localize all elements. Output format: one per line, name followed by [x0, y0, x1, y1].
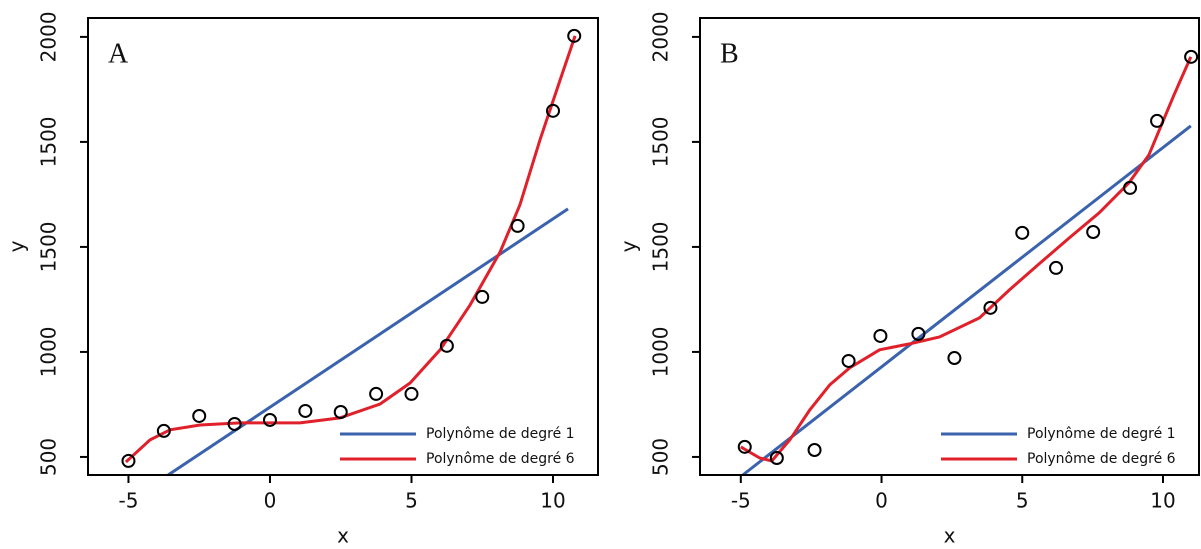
data-point — [947, 351, 962, 366]
x-axis-label: x — [944, 524, 956, 548]
data-point — [439, 338, 454, 353]
plot-frame — [699, 17, 1200, 476]
data-point — [1184, 49, 1199, 64]
y-tick-label: 2000 — [37, 11, 61, 62]
data-point — [1150, 113, 1165, 128]
y-tick-label: 1500 — [649, 116, 673, 167]
y-tick-label: 1500 — [649, 221, 673, 272]
legend-label: Polynôme de degré 6 — [426, 451, 575, 467]
fit-line — [740, 56, 1193, 463]
fit-line — [124, 35, 577, 464]
data-point — [404, 386, 419, 401]
data-point — [567, 28, 582, 43]
legend-label: Polynôme de degré 6 — [1027, 451, 1176, 467]
panel-label: A — [108, 38, 129, 69]
y-tick-label: 2000 — [649, 11, 673, 62]
plot-frame — [87, 17, 599, 476]
legend-label: Polynôme de degré 1 — [426, 426, 575, 442]
y-tick-label: 1000 — [649, 326, 673, 377]
data-point — [333, 404, 348, 419]
y-tick-label: 500 — [649, 438, 673, 476]
data-point — [1049, 260, 1064, 275]
data-point — [983, 300, 998, 315]
data-point — [807, 443, 822, 458]
data-point — [873, 328, 888, 343]
data-point — [1015, 225, 1030, 240]
data-point — [227, 416, 242, 431]
x-tick-label: 5 — [405, 489, 418, 513]
x-tick-label: -5 — [731, 489, 751, 513]
data-point — [737, 439, 752, 454]
data-point — [262, 412, 277, 427]
data-point — [1123, 180, 1138, 195]
legend-label: Polynôme de degré 1 — [1027, 426, 1176, 442]
x-tick-label: 10 — [1150, 489, 1175, 513]
x-tick-label: 0 — [264, 489, 277, 513]
fit-line — [741, 124, 1192, 477]
data-point — [369, 386, 384, 401]
x-axis-label: x — [337, 524, 349, 548]
data-point — [1086, 225, 1101, 240]
data-point — [192, 408, 207, 423]
y-tick-label: 1500 — [37, 116, 61, 167]
y-tick-label: 1000 — [37, 326, 61, 377]
data-point — [510, 218, 525, 233]
y-tick-label: 500 — [37, 438, 61, 476]
y-axis-label: y — [5, 240, 29, 252]
x-tick-label: -5 — [118, 489, 138, 513]
x-tick-label: 0 — [875, 489, 888, 513]
panel-label: B — [720, 38, 739, 69]
data-point — [911, 326, 926, 341]
data-point — [298, 403, 313, 418]
data-point — [475, 289, 490, 304]
y-axis-label: y — [617, 240, 641, 252]
y-tick-label: 1500 — [37, 221, 61, 272]
data-point — [841, 353, 856, 368]
data-point — [156, 423, 171, 438]
data-point — [769, 450, 784, 465]
data-point — [121, 453, 136, 468]
x-tick-label: 5 — [1016, 489, 1029, 513]
data-point — [546, 103, 560, 118]
x-tick-label: 10 — [540, 489, 565, 513]
